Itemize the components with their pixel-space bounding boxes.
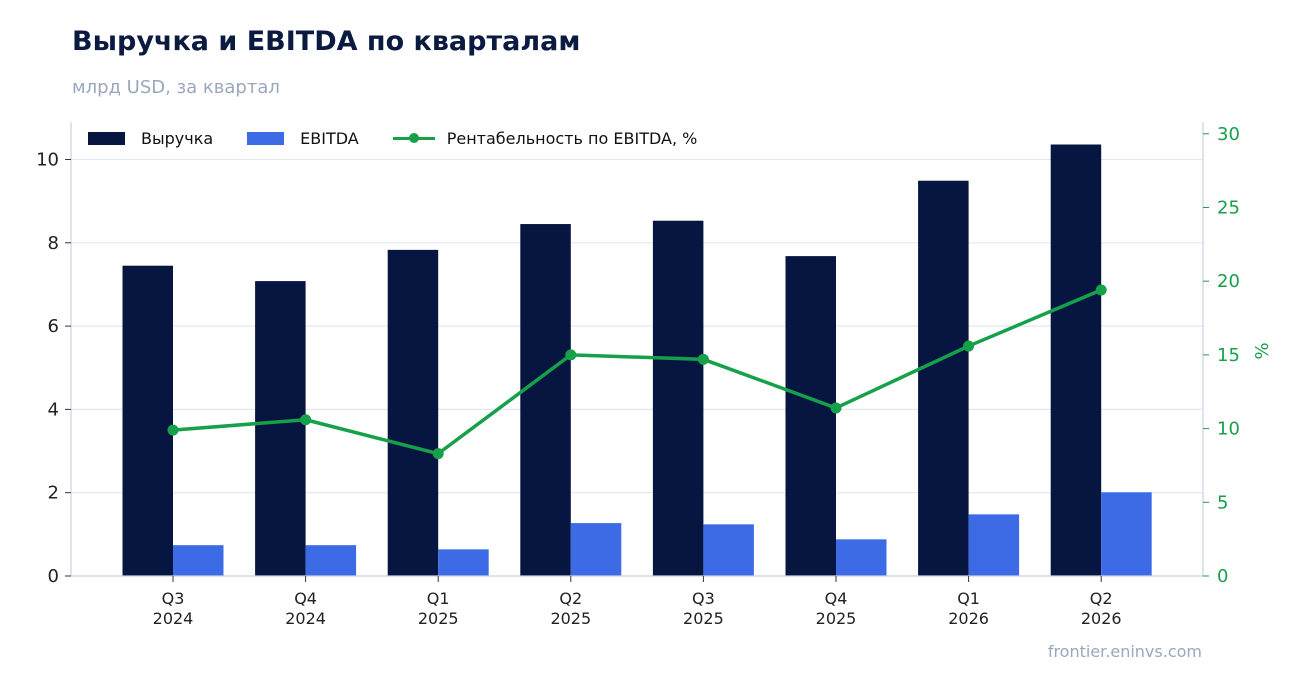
- y-tick-label: 4: [48, 399, 59, 420]
- y2-tick-label: 30: [1217, 124, 1240, 145]
- legend-label-margin: Рентабельность по EBITDA, %: [446, 128, 698, 148]
- x-tick-label: Q2 2025: [550, 589, 591, 628]
- margin-point: [565, 349, 577, 361]
- x-tick-label-year: 2025: [550, 609, 591, 628]
- bar-ebitda: [173, 545, 224, 576]
- legend-label-revenue: Выручка: [141, 128, 214, 148]
- margin-point: [167, 424, 179, 436]
- legend-label-ebitda: EBITDA: [300, 128, 359, 148]
- grid-lines: [71, 158, 1203, 494]
- legend: Выручка EBITDA Рентабельность по EBITDA,…: [88, 128, 731, 148]
- x-tick-label-year: 2025: [816, 609, 857, 628]
- margin-point: [432, 448, 444, 460]
- x-tick-label-quarter: Q4: [825, 589, 848, 608]
- margin-line: [167, 284, 1107, 460]
- margin-point: [1095, 284, 1107, 296]
- bar-revenue: [387, 249, 439, 576]
- bar-revenue: [122, 265, 173, 576]
- legend-swatch-ebitda: [247, 131, 285, 145]
- x-tick-label-quarter: Q1: [957, 589, 980, 608]
- source-label: frontier.eninvs.com: [1047, 642, 1202, 661]
- x-tick-label-year: 2026: [1081, 609, 1122, 628]
- x-tick-label-quarter: Q3: [692, 589, 715, 608]
- y2-tick-label: 20: [1217, 271, 1240, 292]
- y2-tick-label: 10: [1217, 419, 1240, 440]
- x-tick-label-quarter: Q2: [559, 589, 582, 608]
- y2-tick-label: 5: [1217, 492, 1228, 513]
- x-tick-label: Q4 2024: [285, 589, 326, 628]
- bar-ebitda: [570, 523, 622, 576]
- x-tick-label: Q3 2024: [153, 589, 194, 628]
- y2-tick-label: 25: [1217, 197, 1240, 218]
- x-tick-label-quarter: Q3: [162, 589, 185, 608]
- bars: [122, 144, 1152, 577]
- x-tick-label: Q2 2026: [1081, 589, 1122, 628]
- bar-revenue: [1050, 144, 1102, 576]
- margin-point: [697, 353, 709, 365]
- x-tick-label-year: 2024: [153, 609, 194, 628]
- y2-tick-label: 0: [1217, 566, 1228, 587]
- y-tick-label: 0: [48, 566, 59, 587]
- bar-ebitda: [1101, 492, 1152, 576]
- margin-line-path: [172, 288, 1102, 456]
- x-tick-label-year: 2025: [683, 609, 724, 628]
- y-tick-label: 2: [48, 483, 59, 504]
- bar-ebitda: [305, 545, 357, 576]
- x-tick-label: Q3 2025: [683, 589, 724, 628]
- chart-title: Выручка и EBITDA по кварталам: [72, 26, 581, 57]
- legend-swatch-margin: [392, 128, 435, 148]
- legend-swatch-revenue: [88, 131, 125, 145]
- x-tick-label: Q1 2026: [948, 589, 989, 628]
- margin-point: [300, 414, 312, 426]
- x-tick-label-year: 2026: [948, 609, 989, 628]
- legend-item-revenue: Выручка: [88, 129, 213, 148]
- y2-tick-label: 15: [1217, 345, 1240, 366]
- y-tick-label: 10: [36, 149, 59, 170]
- bar-ebitda: [438, 549, 489, 576]
- y-tick-label: 6: [48, 316, 59, 337]
- legend-item-margin: Рентабельность по EBITDA, %: [392, 128, 698, 148]
- bar-ebitda: [968, 514, 1020, 576]
- margin-point: [963, 340, 975, 352]
- bar-revenue: [520, 224, 571, 576]
- bar-revenue: [785, 256, 836, 576]
- x-tick-label-quarter: Q1: [427, 589, 450, 608]
- x-tick-label-quarter: Q2: [1090, 589, 1113, 608]
- legend-item-ebitda: EBITDA: [247, 129, 359, 148]
- bar-revenue: [918, 180, 969, 576]
- y-tick-label: 8: [48, 233, 59, 254]
- bar-revenue: [255, 281, 306, 576]
- chart-subtitle: млрд USD, за квартал: [72, 77, 280, 98]
- bar-ebitda: [836, 539, 887, 576]
- margin-point: [830, 402, 842, 414]
- x-tick-label-quarter: Q4: [294, 589, 317, 608]
- x-tick-label-year: 2024: [285, 609, 326, 628]
- bar-ebitda: [703, 524, 754, 576]
- x-tick-label: Q4 2025: [816, 589, 857, 628]
- y2-axis-title: %: [1252, 342, 1273, 359]
- bar-revenue: [652, 220, 704, 577]
- x-tick-label-year: 2025: [418, 609, 459, 628]
- x-tick-label: Q1 2025: [418, 589, 459, 628]
